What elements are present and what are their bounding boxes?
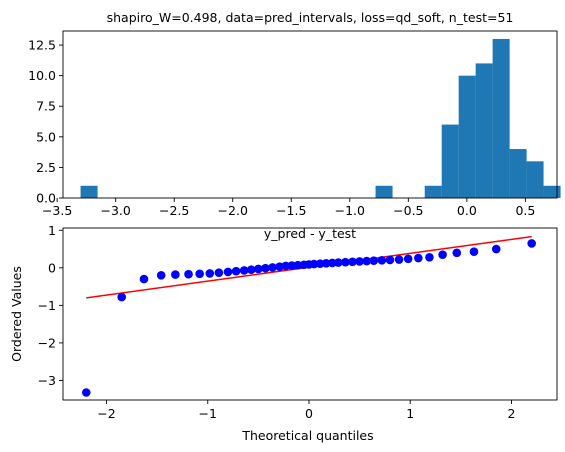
histogram-y-tick-label-2: 5.0 <box>36 129 56 144</box>
probability-plot-x-tick-label-2: 0 <box>305 406 313 421</box>
probability-plot-point-39 <box>452 248 462 258</box>
histogram-bar-7 <box>509 149 527 198</box>
probability-plot-y-label: Ordered Values <box>9 266 24 362</box>
histogram-bar-2 <box>424 185 442 198</box>
probability-plot-x-tick-label-1: −1 <box>199 406 217 421</box>
histogram-bar-0 <box>80 185 98 198</box>
probability-plot-point-22 <box>309 259 319 269</box>
probability-plot-panel: −2 −1 0 1 2 −3 −2 −1 0 1 Theoretical quantiles O… <box>9 223 558 443</box>
histogram-y-tick-label-3: 7.5 <box>36 99 56 114</box>
probability-plot-point-38 <box>438 250 447 259</box>
probability-plot-point-5 <box>184 269 193 279</box>
histogram-y-ticks: 0.0 2.5 5.0 7.5 10.0 12.5 <box>28 38 63 206</box>
probability-plot-point-24 <box>321 259 331 268</box>
histogram-bar-4 <box>458 75 476 198</box>
probability-plot-point-3 <box>156 271 166 280</box>
probability-plot-x-tick-label-0: −2 <box>97 406 115 421</box>
histogram-y-tick-label-5: 12.5 <box>28 38 56 53</box>
probability-plot-y-tick-label-0: −3 <box>38 373 56 388</box>
probability-plot-point-26 <box>334 258 343 267</box>
probability-plot-point-40 <box>469 247 479 256</box>
probability-plot-point-19 <box>293 260 303 270</box>
probability-plot-point-2 <box>139 274 149 284</box>
histogram-title: shapiro_W=0.498, data=pred_intervals, lo… <box>107 10 514 25</box>
probability-plot-point-13 <box>254 264 263 274</box>
probability-plot-point-7 <box>205 269 215 278</box>
histogram-x-tick-label-8: 0.5 <box>515 203 535 218</box>
probability-plot-point-41 <box>491 244 501 254</box>
histogram-y-tick-label-4: 10.0 <box>28 68 56 83</box>
probability-plot-y-ticks: −3 −2 −1 0 1 <box>38 223 63 388</box>
histogram-bar-5 <box>475 63 493 198</box>
probability-plot-point-31 <box>369 256 379 265</box>
probability-plot-point-18 <box>287 261 297 270</box>
probability-plot-point-27 <box>341 257 350 267</box>
histogram-x-tick-label-2: −2.5 <box>159 203 189 218</box>
probability-plot-point-4 <box>171 270 180 279</box>
probability-plot-point-30 <box>362 256 371 266</box>
probability-plot-point-23 <box>315 259 325 268</box>
histogram-x-tick-label-6: −0.5 <box>393 203 423 218</box>
probability-plot-x-ticks: −2 −1 0 1 2 <box>97 400 515 421</box>
probability-plot-point-33 <box>385 255 395 265</box>
probability-plot-point-29 <box>355 257 364 266</box>
probability-plot-x-tick-label-4: 2 <box>507 406 515 421</box>
histogram-x-tick-label-7: 0.0 <box>457 203 477 218</box>
histogram-x-tick-label-5: −1.0 <box>335 203 365 218</box>
histogram-bar-9 <box>543 185 561 198</box>
histogram-x-label: y_pred - y_test <box>264 226 356 241</box>
probability-plot-points <box>81 239 536 397</box>
probability-plot-point-32 <box>377 255 387 265</box>
histogram-y-tick-label-1: 2.5 <box>36 160 56 175</box>
histogram-x-tick-label-0: −3.5 <box>42 203 72 218</box>
histogram-bar-6 <box>492 38 510 199</box>
probability-plot-point-25 <box>327 258 337 268</box>
probability-plot-point-12 <box>246 265 256 274</box>
histogram-x-ticks: −3.5 −3.0 −2.5 −2.0 −1.5 −1.0 −0.5 0.0 0.5 <box>42 198 535 218</box>
probability-plot-point-6 <box>195 269 204 279</box>
histogram-bar-8 <box>526 161 544 198</box>
probability-plot-point-15 <box>268 263 277 272</box>
probability-plot-point-42 <box>527 239 536 248</box>
probability-plot-frame <box>62 227 558 401</box>
probability-plot-point-36 <box>414 253 423 263</box>
probability-plot-point-34 <box>394 255 404 264</box>
probability-plot-y-tick-label-3: 0 <box>48 260 56 275</box>
histogram-x-tick-label-4: −1.5 <box>276 203 306 218</box>
histogram-x-tick-label-1: −3.0 <box>100 203 130 218</box>
histogram-x-tick-label-3: −2.0 <box>218 203 248 218</box>
histogram-frame <box>62 30 558 199</box>
probability-plot-point-1 <box>117 292 127 302</box>
probability-plot-point-37 <box>425 252 434 262</box>
histogram-panel: shapiro_W=0.498, data=pred_intervals, lo… <box>28 10 561 241</box>
probability-plot-y-tick-label-2: −1 <box>38 298 56 313</box>
probability-plot-point-14 <box>261 263 270 273</box>
probability-plot-point-11 <box>239 266 249 275</box>
probability-plot-x-label: Theoretical quantiles <box>241 428 373 443</box>
histogram-bar-3 <box>441 124 459 198</box>
probability-plot-point-35 <box>403 254 413 264</box>
probability-plot-point-10 <box>231 266 241 276</box>
probability-plot-point-9 <box>223 267 233 277</box>
probability-plot-point-17 <box>281 261 291 271</box>
probability-plot-point-28 <box>348 257 357 267</box>
histogram-bar-1 <box>375 185 393 198</box>
histogram-y-tick-label-0: 0.0 <box>36 191 56 206</box>
histogram-bars <box>80 38 561 199</box>
probability-plot-x-tick-label-3: 1 <box>406 406 414 421</box>
probability-plot-y-tick-label-1: −2 <box>38 335 56 350</box>
probability-plot-y-tick-label-4: 1 <box>48 223 56 238</box>
probability-plot-point-0 <box>81 388 91 397</box>
probability-plot-point-8 <box>214 268 224 277</box>
